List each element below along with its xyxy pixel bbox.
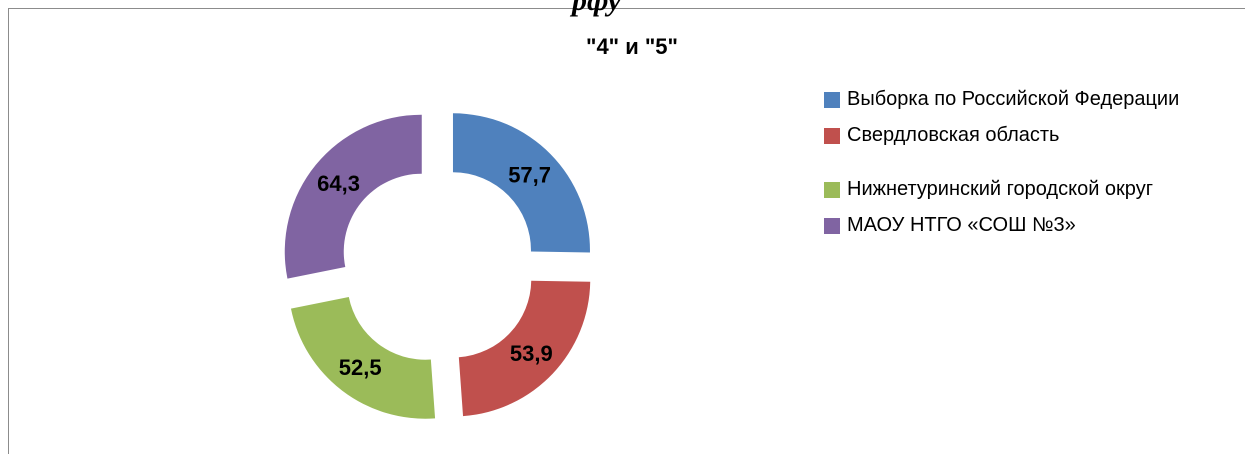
legend: Выборка по Российской Федерации Свердлов… [824, 84, 1184, 240]
data-label: 64,3 [317, 171, 360, 196]
chart-title: "4" и "5" [586, 34, 678, 59]
doughnut-segment [458, 280, 591, 417]
legend-label: Свердловская область [847, 124, 1060, 146]
cut-off-heading: рфу [572, 0, 622, 17]
legend-label: Выборка по Российской Федерации [847, 88, 1180, 110]
data-label: 57,7 [508, 162, 551, 187]
legend-label: МАОУ НТГО «СОШ №3» [847, 214, 1076, 236]
chart-frame [8, 8, 1245, 454]
legend-item: Нижнетуринский городской округ [824, 174, 1184, 204]
legend-swatch [824, 128, 840, 144]
doughnut-segment [290, 297, 436, 419]
legend-label: Нижнетуринский городской округ [847, 178, 1153, 200]
data-label: 53,9 [510, 341, 553, 366]
doughnut-segment [452, 113, 590, 253]
legend-item: Свердловская область [824, 120, 1184, 150]
legend-swatch [824, 182, 840, 198]
legend-item: МАОУ НТГО «СОШ №3» [824, 210, 1184, 240]
doughnut-segment [284, 114, 422, 279]
data-label: 52,5 [339, 355, 382, 380]
legend-item: Выборка по Российской Федерации [824, 84, 1184, 114]
legend-swatch [824, 92, 840, 108]
legend-swatch [824, 218, 840, 234]
